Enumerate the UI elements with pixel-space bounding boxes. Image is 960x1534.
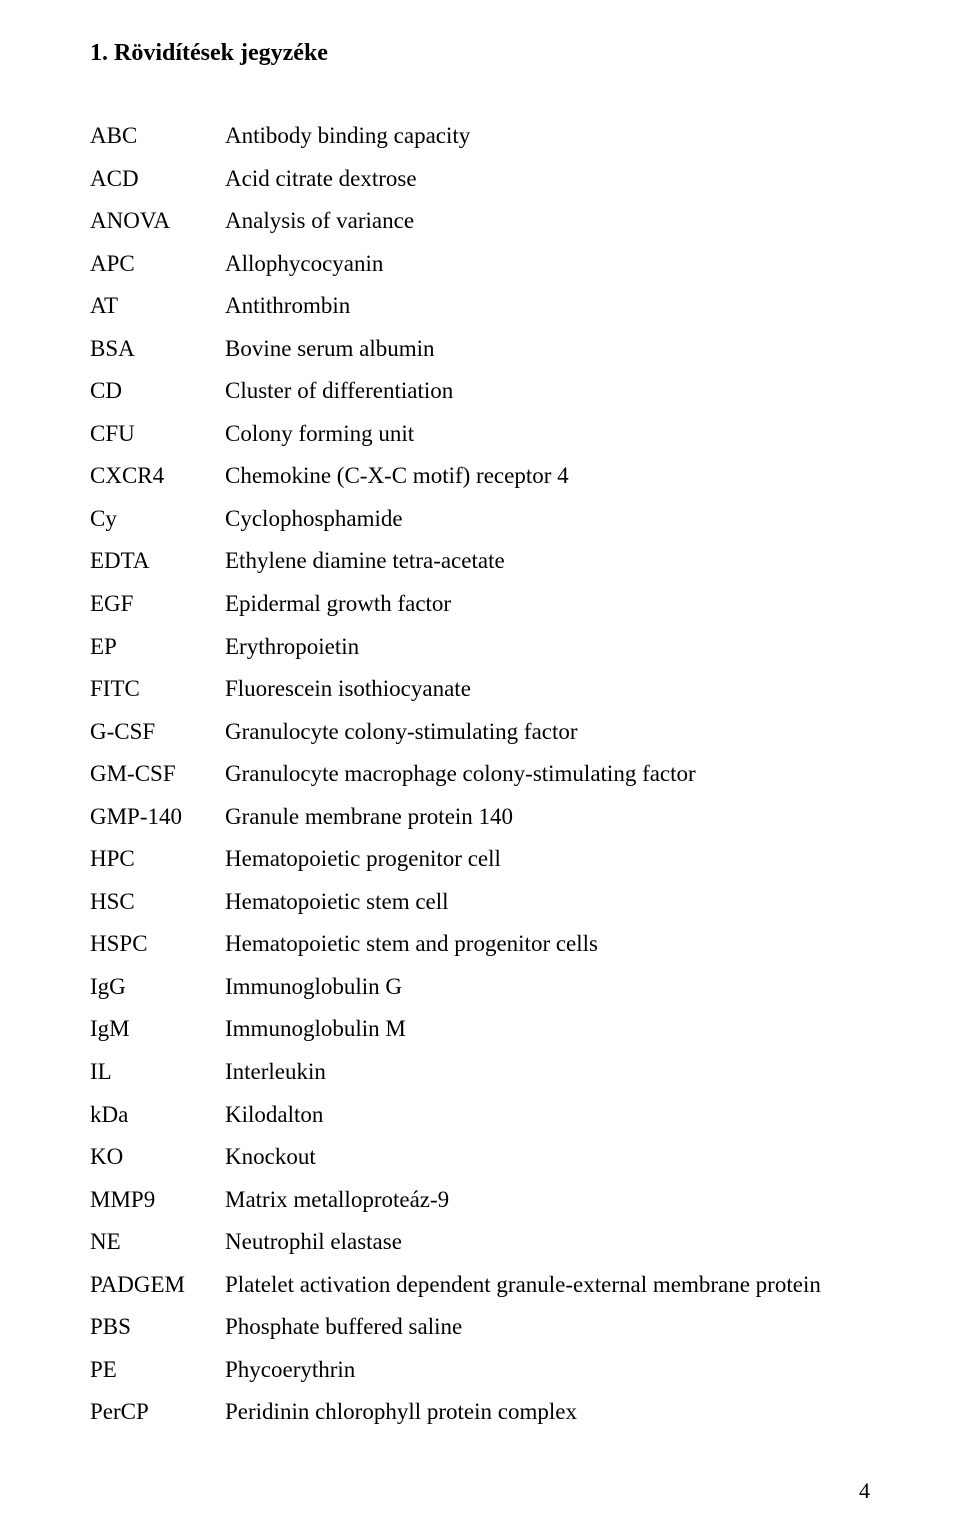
abbreviation-table: ABC Antibody binding capacity ACD Acid c…	[90, 115, 870, 1434]
abbrev-cell: GMP-140	[90, 796, 225, 839]
table-row: GM-CSF Granulocyte macrophage colony-sti…	[90, 753, 870, 796]
table-row: KO Knockout	[90, 1136, 870, 1179]
table-row: ABC Antibody binding capacity	[90, 115, 870, 158]
definition-cell: Hematopoietic stem cell	[225, 881, 870, 924]
abbrev-cell: EDTA	[90, 540, 225, 583]
definition-cell: Cluster of differentiation	[225, 370, 870, 413]
abbrev-cell: GM-CSF	[90, 753, 225, 796]
definition-cell: Hematopoietic stem and progenitor cells	[225, 923, 870, 966]
definition-cell: Interleukin	[225, 1051, 870, 1094]
definition-cell: Neutrophil elastase	[225, 1221, 870, 1264]
abbrev-cell: KO	[90, 1136, 225, 1179]
abbrev-cell: kDa	[90, 1094, 225, 1137]
abbrev-cell: CXCR4	[90, 455, 225, 498]
table-row: IgG Immunoglobulin G	[90, 966, 870, 1009]
definition-cell: Immunoglobulin G	[225, 966, 870, 1009]
table-row: EGF Epidermal growth factor	[90, 583, 870, 626]
table-row: HSC Hematopoietic stem cell	[90, 881, 870, 924]
page-number: 4	[859, 1478, 870, 1504]
definition-cell: Peridinin chlorophyll protein complex	[225, 1391, 870, 1434]
definition-cell: Antibody binding capacity	[225, 115, 870, 158]
abbrev-cell: PerCP	[90, 1391, 225, 1434]
definition-cell: Fluorescein isothiocyanate	[225, 668, 870, 711]
definition-cell: Erythropoietin	[225, 626, 870, 669]
abbrev-cell: HSC	[90, 881, 225, 924]
definition-cell: Antithrombin	[225, 285, 870, 328]
abbrev-cell: AT	[90, 285, 225, 328]
abbrev-cell: G-CSF	[90, 711, 225, 754]
abbrev-cell: HPC	[90, 838, 225, 881]
table-row: BSA Bovine serum albumin	[90, 328, 870, 371]
table-row: IgM Immunoglobulin M	[90, 1008, 870, 1051]
abbrev-cell: ANOVA	[90, 200, 225, 243]
definition-cell: Immunoglobulin M	[225, 1008, 870, 1051]
table-row: PE Phycoerythrin	[90, 1349, 870, 1392]
abbrev-cell: PADGEM	[90, 1264, 225, 1307]
definition-cell: Phycoerythrin	[225, 1349, 870, 1392]
table-row: MMP9 Matrix metalloproteáz-9	[90, 1179, 870, 1222]
table-row: Cy Cyclophosphamide	[90, 498, 870, 541]
definition-cell: Granule membrane protein 140	[225, 796, 870, 839]
abbrev-cell: ACD	[90, 158, 225, 201]
table-row: CXCR4 Chemokine (C-X-C motif) receptor 4	[90, 455, 870, 498]
abbrev-cell: IgG	[90, 966, 225, 1009]
abbrev-cell: EP	[90, 626, 225, 669]
definition-cell: Analysis of variance	[225, 200, 870, 243]
definition-cell: Granulocyte colony-stimulating factor	[225, 711, 870, 754]
abbrev-cell: EGF	[90, 583, 225, 626]
document-page: 1. Rövidítések jegyzéke ABC Antibody bin…	[0, 0, 960, 1534]
abbrev-cell: IgM	[90, 1008, 225, 1051]
abbrev-cell: IL	[90, 1051, 225, 1094]
definition-cell: Granulocyte macrophage colony-stimulatin…	[225, 753, 870, 796]
definition-cell: Epidermal growth factor	[225, 583, 870, 626]
section-heading: 1. Rövidítések jegyzéke	[90, 40, 870, 67]
definition-cell: Allophycocyanin	[225, 243, 870, 286]
table-row: CD Cluster of differentiation	[90, 370, 870, 413]
table-row: kDa Kilodalton	[90, 1094, 870, 1137]
table-row: NE Neutrophil elastase	[90, 1221, 870, 1264]
table-row: HSPC Hematopoietic stem and progenitor c…	[90, 923, 870, 966]
definition-cell: Chemokine (C-X-C motif) receptor 4	[225, 455, 870, 498]
table-row: ANOVA Analysis of variance	[90, 200, 870, 243]
table-row: PerCP Peridinin chlorophyll protein comp…	[90, 1391, 870, 1434]
abbrev-cell: APC	[90, 243, 225, 286]
table-row: IL Interleukin	[90, 1051, 870, 1094]
definition-cell: Colony forming unit	[225, 413, 870, 456]
definition-cell: Acid citrate dextrose	[225, 158, 870, 201]
abbrev-cell: PE	[90, 1349, 225, 1392]
table-row: G-CSF Granulocyte colony-stimulating fac…	[90, 711, 870, 754]
definition-cell: Knockout	[225, 1136, 870, 1179]
table-row: CFU Colony forming unit	[90, 413, 870, 456]
table-row: AT Antithrombin	[90, 285, 870, 328]
abbrev-cell: Cy	[90, 498, 225, 541]
abbrev-cell: CFU	[90, 413, 225, 456]
table-row: PBS Phosphate buffered saline	[90, 1306, 870, 1349]
abbrev-cell: CD	[90, 370, 225, 413]
abbrev-cell: ABC	[90, 115, 225, 158]
definition-cell: Hematopoietic progenitor cell	[225, 838, 870, 881]
table-row: FITC Fluorescein isothiocyanate	[90, 668, 870, 711]
abbrev-cell: HSPC	[90, 923, 225, 966]
definition-cell: Phosphate buffered saline	[225, 1306, 870, 1349]
abbrev-cell: BSA	[90, 328, 225, 371]
table-row: GMP-140 Granule membrane protein 140	[90, 796, 870, 839]
definition-cell: Ethylene diamine tetra-acetate	[225, 540, 870, 583]
table-row: PADGEM Platelet activation dependent gra…	[90, 1264, 870, 1307]
definition-cell: Bovine serum albumin	[225, 328, 870, 371]
abbrev-cell: PBS	[90, 1306, 225, 1349]
definition-cell: Cyclophosphamide	[225, 498, 870, 541]
definition-cell: Platelet activation dependent granule-ex…	[225, 1264, 870, 1307]
table-row: EP Erythropoietin	[90, 626, 870, 669]
table-row: APC Allophycocyanin	[90, 243, 870, 286]
abbrev-cell: FITC	[90, 668, 225, 711]
table-row: EDTA Ethylene diamine tetra-acetate	[90, 540, 870, 583]
abbrev-cell: NE	[90, 1221, 225, 1264]
table-row: ACD Acid citrate dextrose	[90, 158, 870, 201]
definition-cell: Kilodalton	[225, 1094, 870, 1137]
definition-cell: Matrix metalloproteáz-9	[225, 1179, 870, 1222]
abbrev-cell: MMP9	[90, 1179, 225, 1222]
table-row: HPC Hematopoietic progenitor cell	[90, 838, 870, 881]
